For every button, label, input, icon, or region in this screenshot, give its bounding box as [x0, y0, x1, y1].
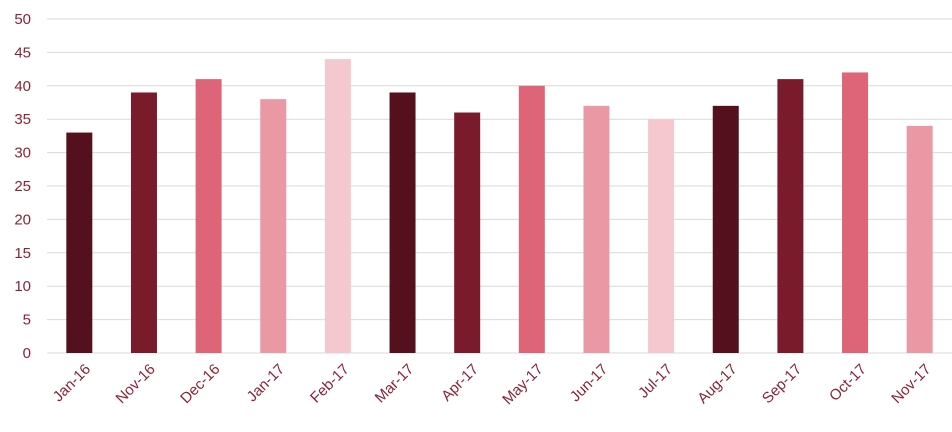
y-tick-label: 25 [14, 178, 31, 195]
x-tick-label: Jan-16 [50, 361, 94, 405]
bars [66, 59, 933, 354]
y-tick-label: 40 [14, 78, 31, 95]
y-axis-tick-labels: 0 5 10 15 20 25 30 35 40 45 50 [14, 11, 31, 362]
y-tick-label: 20 [14, 211, 31, 228]
y-tick-label: 30 [14, 145, 31, 162]
bar-sep-17 [777, 79, 804, 354]
x-tick-label: Jun-17 [567, 361, 611, 405]
x-tick-label: May-17 [499, 361, 546, 408]
gridlines [47, 18, 952, 354]
y-tick-label: 5 [23, 312, 31, 329]
bar-mar-17 [389, 92, 416, 353]
x-tick-label: Feb-17 [307, 361, 353, 407]
y-tick-label: 15 [14, 245, 31, 262]
bar-may-17 [518, 85, 545, 354]
bar-apr-17 [454, 112, 481, 354]
bar-dec-16 [195, 79, 222, 354]
x-tick-label: Aug-17 [694, 361, 740, 407]
x-tick-label: Apr-17 [438, 361, 482, 405]
y-tick-label: 50 [14, 11, 31, 28]
bar-jan-16 [66, 132, 93, 353]
x-tick-label: Nov-16 [113, 361, 159, 407]
x-tick-label: Dec-16 [177, 361, 223, 407]
x-tick-label: Nov-17 [888, 361, 934, 407]
x-tick-label: Jul-17 [635, 361, 676, 402]
x-axis-tick-labels: Jan-16 Nov-16 Dec-16 Jan-17 Feb-17 Mar-17 Apr-… [50, 361, 935, 408]
y-tick-label: 45 [14, 44, 31, 61]
bar-jun-17 [583, 105, 610, 353]
x-tick-label: Mar-17 [372, 361, 418, 407]
x-tick-label: Jan-17 [244, 361, 288, 405]
bar-nov-17 [906, 125, 933, 353]
y-tick-label: 35 [14, 111, 31, 128]
y-tick-label: 0 [23, 345, 31, 362]
bar-aug-17 [712, 105, 739, 353]
y-tick-label: 10 [14, 278, 31, 295]
bar-oct-17 [842, 72, 869, 353]
bar-feb-17 [324, 59, 351, 354]
bar-nov-16 [130, 92, 157, 353]
x-tick-label: Oct-17 [826, 361, 870, 405]
bar-jan-17 [260, 99, 287, 353]
x-tick-label: Sep-17 [759, 361, 805, 407]
bar-jul-17 [648, 119, 675, 353]
